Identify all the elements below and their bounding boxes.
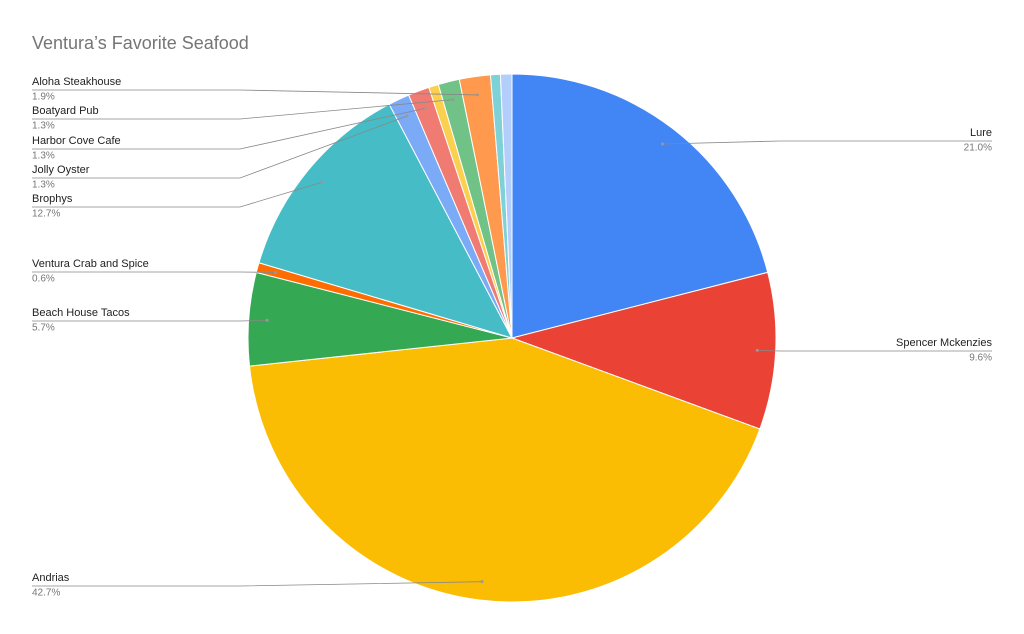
slice-label: Ventura Crab and Spice xyxy=(32,258,149,270)
slice-value: 1.3% xyxy=(32,151,55,162)
slice-label: Lure xyxy=(970,127,992,139)
slice-value: 9.6% xyxy=(969,353,992,364)
slice-label: Jolly Oyster xyxy=(32,164,90,176)
slice-value: 12.7% xyxy=(32,209,60,220)
slice-value: 1.9% xyxy=(32,92,55,103)
leader-line xyxy=(32,99,454,120)
leader-dot xyxy=(405,114,409,118)
slice-value: 5.7% xyxy=(32,323,55,334)
leader-line xyxy=(32,115,407,179)
leader-line xyxy=(32,181,323,208)
slice-value: 1.3% xyxy=(32,180,55,191)
leader-line xyxy=(662,140,992,145)
leader-dot xyxy=(451,98,455,102)
slice-label: Harbor Cove Cafe xyxy=(32,135,121,147)
slice-value: 1.3% xyxy=(32,121,55,132)
chart-title: Ventura’s Favorite Seafood xyxy=(32,33,249,53)
pie-slice xyxy=(499,73,513,339)
slice-label: Beach House Tacos xyxy=(32,307,130,319)
leader-dot xyxy=(755,348,759,352)
leader-line xyxy=(32,319,268,322)
slice-value: 42.7% xyxy=(32,588,60,599)
leader-line xyxy=(32,581,483,587)
leader-dot xyxy=(273,270,277,274)
slice-label: Boatyard Pub xyxy=(32,105,99,117)
slice-label: Brophys xyxy=(32,193,73,205)
leader-line xyxy=(32,107,426,150)
pie-slice xyxy=(258,103,513,339)
leader-line xyxy=(757,349,992,352)
pie-slice xyxy=(511,73,769,339)
pie-slice xyxy=(248,337,761,603)
leader-dot xyxy=(660,142,664,146)
leader-line xyxy=(32,89,478,96)
slice-label: Andrias xyxy=(32,572,70,584)
leader-dot xyxy=(320,180,324,184)
slice-value: 0.6% xyxy=(32,274,55,285)
leader-dot xyxy=(480,580,484,584)
leader-dot xyxy=(475,93,479,97)
slice-value: 21.0% xyxy=(964,143,992,154)
slice-label: Aloha Steakhouse xyxy=(32,76,121,88)
leader-dot xyxy=(423,106,427,110)
leader-dot xyxy=(265,318,269,322)
slice-label: Spencer Mckenzies xyxy=(896,337,992,349)
